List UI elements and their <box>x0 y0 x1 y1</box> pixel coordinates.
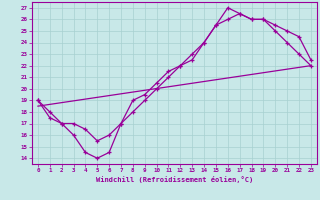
X-axis label: Windchill (Refroidissement éolien,°C): Windchill (Refroidissement éolien,°C) <box>96 176 253 183</box>
